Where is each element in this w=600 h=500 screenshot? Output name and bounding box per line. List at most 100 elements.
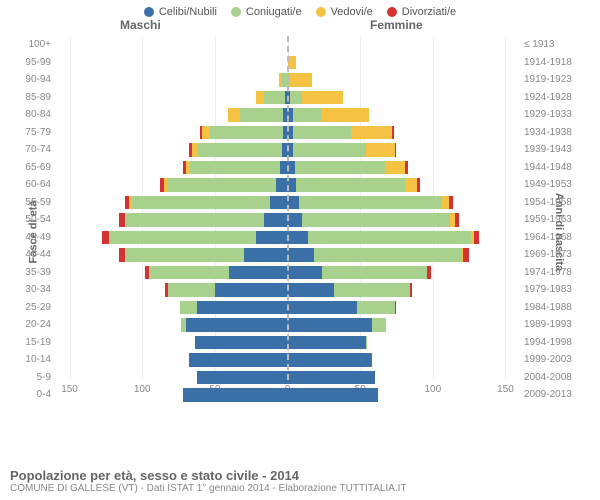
female-bar <box>288 283 413 297</box>
bar-segment <box>357 301 395 315</box>
legend-label: Celibi/Nubili <box>159 6 217 18</box>
age-label: 0-4 <box>15 386 51 404</box>
male-bar <box>195 336 288 350</box>
column-headers: Maschi Femmine <box>0 18 600 36</box>
bar-segment <box>240 108 284 122</box>
bar-segment <box>385 161 405 175</box>
bar-segment <box>168 283 215 297</box>
center-axis-line <box>287 36 289 380</box>
legend-swatch <box>144 7 154 17</box>
bar-segment <box>264 91 284 105</box>
legend: Celibi/Nubili Coniugati/e Vedovi/e Divorzia… <box>0 0 600 18</box>
bar-segment <box>449 196 453 210</box>
bar-segment <box>290 73 312 87</box>
birth-year-label: 1964-1968 <box>524 229 590 247</box>
age-label: 70-74 <box>15 141 51 159</box>
birth-year-label: 1984-1988 <box>524 299 590 317</box>
bar-segment <box>288 56 297 70</box>
male-bar <box>228 108 288 122</box>
bar-segment <box>202 126 211 140</box>
age-label: 30-34 <box>15 281 51 299</box>
birth-year-label: 2009-2013 <box>524 386 590 404</box>
female-bar <box>288 388 378 402</box>
bar-segment <box>308 231 471 245</box>
male-bar <box>180 301 288 315</box>
birth-year-label: 1999-2003 <box>524 351 590 369</box>
birth-year-label: 1939-1943 <box>524 141 590 159</box>
bar-segment <box>288 318 372 332</box>
chart-title: Popolazione per età, sesso e stato civil… <box>10 468 407 483</box>
bar-segment <box>288 178 297 192</box>
legend-label: Vedovi/e <box>331 6 373 18</box>
male-bar <box>197 371 287 385</box>
age-label: 60-64 <box>15 176 51 194</box>
bar-segment <box>197 371 287 385</box>
bar-segment <box>102 231 109 245</box>
bar-segment <box>295 161 385 175</box>
female-bar <box>288 213 459 227</box>
bar-segment <box>322 266 427 280</box>
legend-item: Divorziati/e <box>387 6 456 18</box>
female-bar <box>288 353 372 367</box>
bar-segment <box>293 126 351 140</box>
age-label: 45-49 <box>15 229 51 247</box>
bar-segment <box>302 213 450 227</box>
male-bar <box>183 161 288 175</box>
female-bar <box>288 248 470 262</box>
female-bar <box>288 73 313 87</box>
bar-segment <box>210 126 283 140</box>
legend-item: Coniugati/e <box>231 6 302 18</box>
bar-segment <box>256 231 288 245</box>
bar-segment <box>125 248 244 262</box>
age-label: 40-44 <box>15 246 51 264</box>
bar-segment <box>180 301 197 315</box>
bar-segment <box>197 143 281 157</box>
birth-year-label: ≤ 1913 <box>524 36 590 54</box>
birth-year-label: 1924-1928 <box>524 89 590 107</box>
bar-segment <box>288 283 335 297</box>
bar-segment <box>228 108 240 122</box>
bar-segment <box>395 301 396 315</box>
pyramid-row: 0-42009-2013 <box>55 386 520 404</box>
bar-segment <box>288 213 303 227</box>
age-label: 85-89 <box>15 89 51 107</box>
bar-segment <box>288 248 314 262</box>
bar-segment <box>293 143 366 157</box>
female-bar <box>288 231 480 245</box>
bar-segment <box>417 178 420 192</box>
female-bar <box>288 318 387 332</box>
bar-segment <box>442 196 449 210</box>
bar-segment <box>351 126 392 140</box>
birth-year-label: 1974-1978 <box>524 264 590 282</box>
age-label: 35-39 <box>15 264 51 282</box>
bar-segment <box>322 108 369 122</box>
birth-year-label: 1959-1963 <box>524 211 590 229</box>
bar-segment <box>288 196 300 210</box>
bar-segment <box>288 371 375 385</box>
bar-segment <box>427 266 431 280</box>
bar-segment <box>288 161 295 175</box>
age-label: 50-54 <box>15 211 51 229</box>
chart-subtitle: COMUNE DI GALLESE (VT) - Dati ISTAT 1° g… <box>10 483 407 494</box>
legend-item: Celibi/Nubili <box>144 6 217 18</box>
legend-label: Coniugati/e <box>246 6 302 18</box>
female-bar <box>288 143 397 157</box>
male-bar <box>256 91 288 105</box>
bar-segment <box>366 143 395 157</box>
bar-segment <box>244 248 288 262</box>
age-label: 55-59 <box>15 194 51 212</box>
age-label: 5-9 <box>15 369 51 387</box>
legend-item: Vedovi/e <box>316 6 373 18</box>
bar-segment <box>149 266 229 280</box>
age-label: 15-19 <box>15 334 51 352</box>
bar-segment <box>126 213 264 227</box>
female-bar <box>288 266 432 280</box>
birth-year-label: 1919-1923 <box>524 71 590 89</box>
male-bar <box>183 388 288 402</box>
plot-area: 15010050050100150100+≤ 191395-991914-191… <box>55 36 520 404</box>
bar-segment <box>299 196 441 210</box>
bar-segment <box>334 283 410 297</box>
birth-year-label: 1969-1973 <box>524 246 590 264</box>
bar-segment <box>392 126 393 140</box>
female-bar <box>288 178 420 192</box>
